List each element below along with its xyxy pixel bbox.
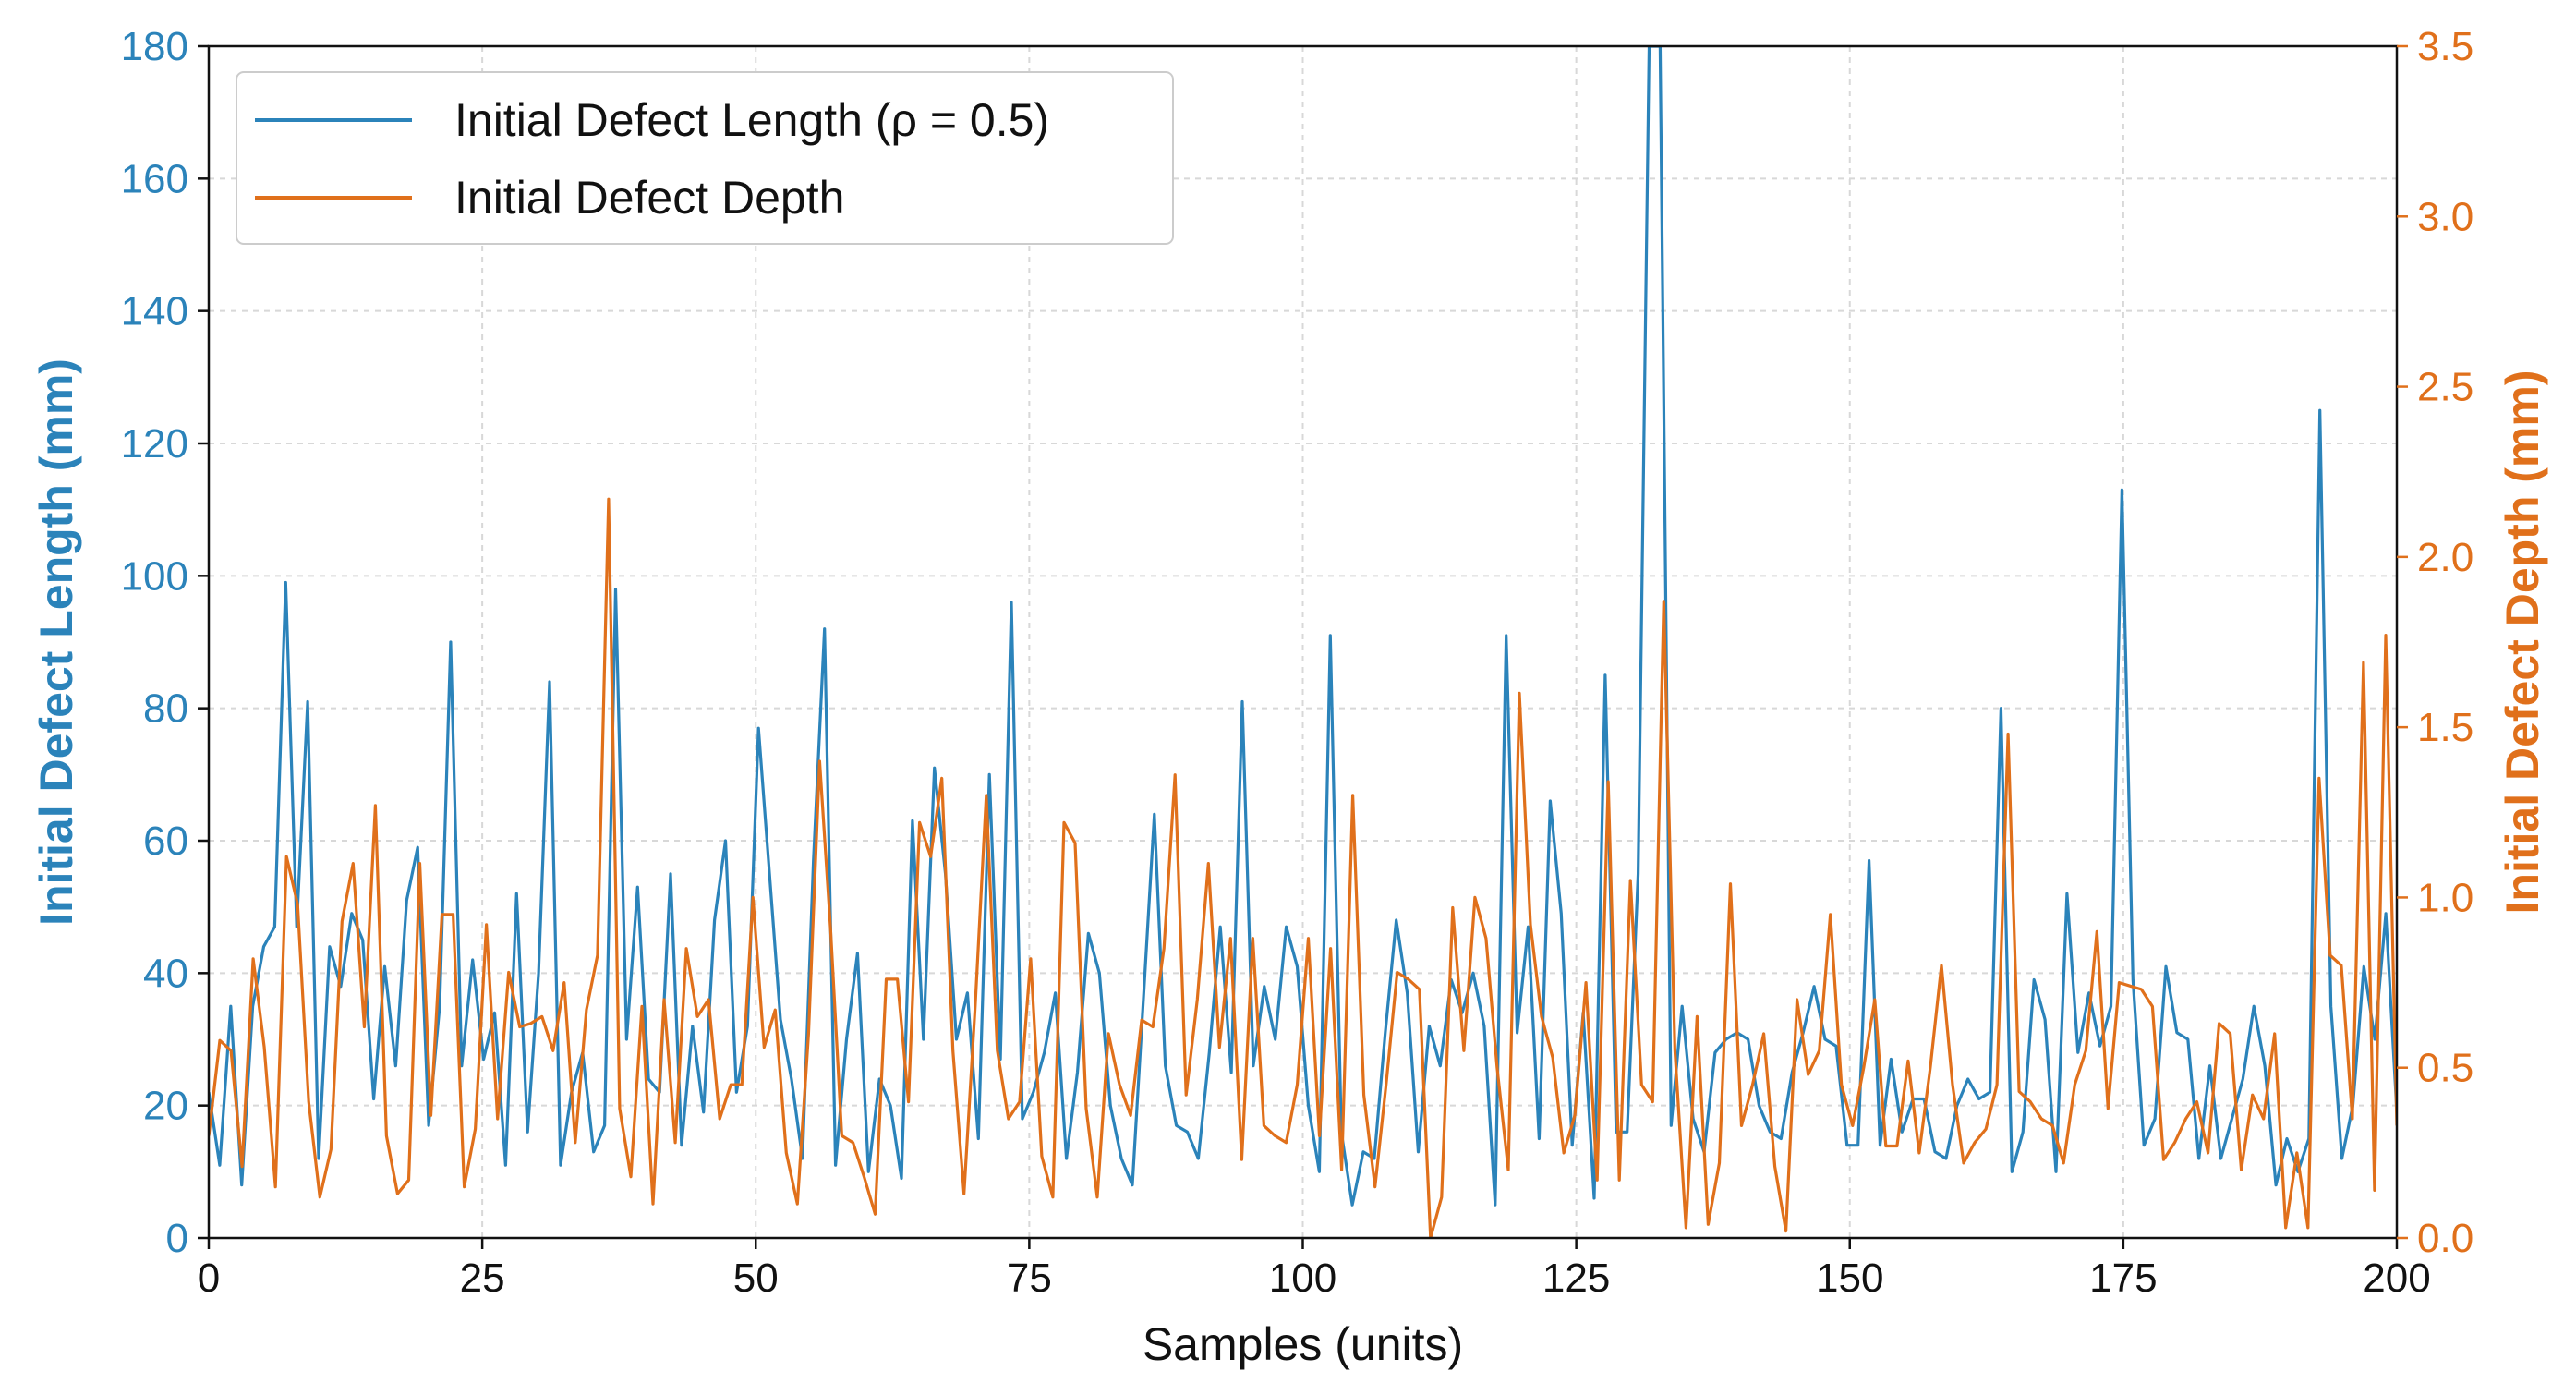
series-line-depth [209,497,2397,1238]
right-y-axis-title: Initial Defect Depth (mm) [2497,370,2548,915]
left-y-tick-label: 20 [143,1084,188,1129]
left-y-tick-label: 80 [143,686,188,732]
x-axis-ticks: 0 25 50 75 100 125 150 175 200 [198,1238,2431,1301]
left-y-tick-label: 120 [121,421,188,467]
x-tick-label: 0 [198,1256,220,1301]
legend-box [236,71,1174,245]
right-y-tick-label: 2.5 [2417,365,2473,410]
series-line-length [209,46,2397,1207]
x-tick-label: 175 [2089,1256,2157,1301]
left-y-axis-title: Initial Defect Length (mm) [30,358,82,926]
left-y-tick-label: 0 [166,1216,188,1261]
x-tick-label: 100 [1269,1256,1336,1301]
right-y-axis-ticks: 0.0 0.5 1.0 1.5 2.0 2.5 3.0 3.5 [2397,24,2473,1261]
left-y-tick-label: 40 [143,951,188,996]
right-y-tick-label: 3.0 [2417,194,2473,239]
x-tick-label: 25 [460,1256,505,1301]
left-y-tick-label: 100 [121,553,188,599]
x-tick-label: 125 [1542,1256,1610,1301]
left-y-axis-ticks: 0 20 40 60 80 100 120 140 160 180 [121,24,209,1261]
left-y-tick-label: 160 [121,156,188,201]
x-tick-label: 150 [1816,1256,1883,1301]
right-y-tick-label: 1.5 [2417,705,2473,750]
x-tick-label: 200 [2363,1256,2430,1301]
left-y-tick-label: 60 [143,819,188,864]
right-y-tick-label: 0.5 [2417,1046,2473,1091]
legend-label-depth: Initial Defect Depth [454,172,844,224]
legend-label-length: Initial Defect Length (ρ = 0.5) [454,94,1049,146]
right-y-tick-label: 2.0 [2417,535,2473,580]
left-y-tick-label: 180 [121,24,188,69]
x-tick-label: 75 [1007,1256,1052,1301]
x-tick-label: 50 [733,1256,779,1301]
right-y-tick-label: 1.0 [2417,875,2473,920]
legend: Initial Defect Length (ρ = 0.5) Initial … [236,71,1174,245]
left-y-tick-label: 140 [121,289,188,334]
series-lines [209,46,2397,1238]
x-axis-title: Samples (units) [1143,1318,1463,1370]
right-y-tick-label: 3.5 [2417,24,2473,69]
right-y-tick-label: 0.0 [2417,1216,2473,1261]
